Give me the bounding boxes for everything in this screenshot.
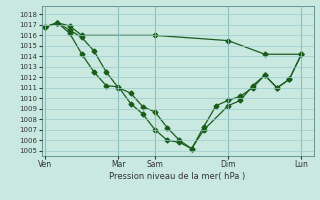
X-axis label: Pression niveau de la mer( hPa ): Pression niveau de la mer( hPa ): [109, 172, 246, 181]
